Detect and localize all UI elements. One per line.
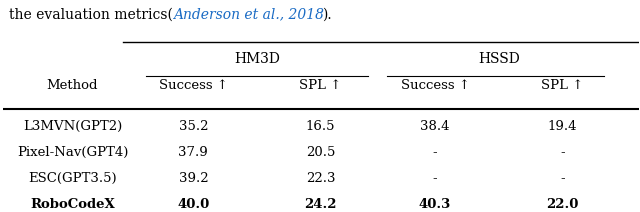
Text: 35.2: 35.2 <box>179 120 208 133</box>
Text: L3MVN(GPT2): L3MVN(GPT2) <box>23 120 122 133</box>
Text: -: - <box>560 172 564 185</box>
Text: 38.4: 38.4 <box>420 120 450 133</box>
Text: Pixel-Nav(GPT4): Pixel-Nav(GPT4) <box>17 146 128 159</box>
Text: 22.3: 22.3 <box>306 172 335 185</box>
Text: HSSD: HSSD <box>478 52 520 66</box>
Text: 40.3: 40.3 <box>419 198 451 211</box>
Text: Success ↑: Success ↑ <box>401 79 470 92</box>
Text: Success ↑: Success ↑ <box>159 79 228 92</box>
Text: 40.0: 40.0 <box>177 198 209 211</box>
Text: 37.9: 37.9 <box>179 146 208 159</box>
Text: SPL ↑: SPL ↑ <box>300 79 342 92</box>
Text: -: - <box>433 172 437 185</box>
Text: 24.2: 24.2 <box>304 198 337 211</box>
Text: ESC(GPT3.5): ESC(GPT3.5) <box>28 172 116 185</box>
Text: -: - <box>560 146 564 159</box>
Text: -: - <box>433 146 437 159</box>
Text: Anderson et al., 2018: Anderson et al., 2018 <box>173 7 324 21</box>
Text: the evaluation metrics(: the evaluation metrics( <box>9 7 173 21</box>
Text: RoboCodeX: RoboCodeX <box>30 198 115 211</box>
Text: SPL ↑: SPL ↑ <box>541 79 584 92</box>
Text: 39.2: 39.2 <box>179 172 208 185</box>
Text: 19.4: 19.4 <box>548 120 577 133</box>
Text: Method: Method <box>47 79 98 92</box>
Text: ).: ). <box>323 7 332 21</box>
Text: 22.0: 22.0 <box>546 198 579 211</box>
Text: 20.5: 20.5 <box>306 146 335 159</box>
Text: 16.5: 16.5 <box>306 120 335 133</box>
Text: HM3D: HM3D <box>234 52 280 66</box>
